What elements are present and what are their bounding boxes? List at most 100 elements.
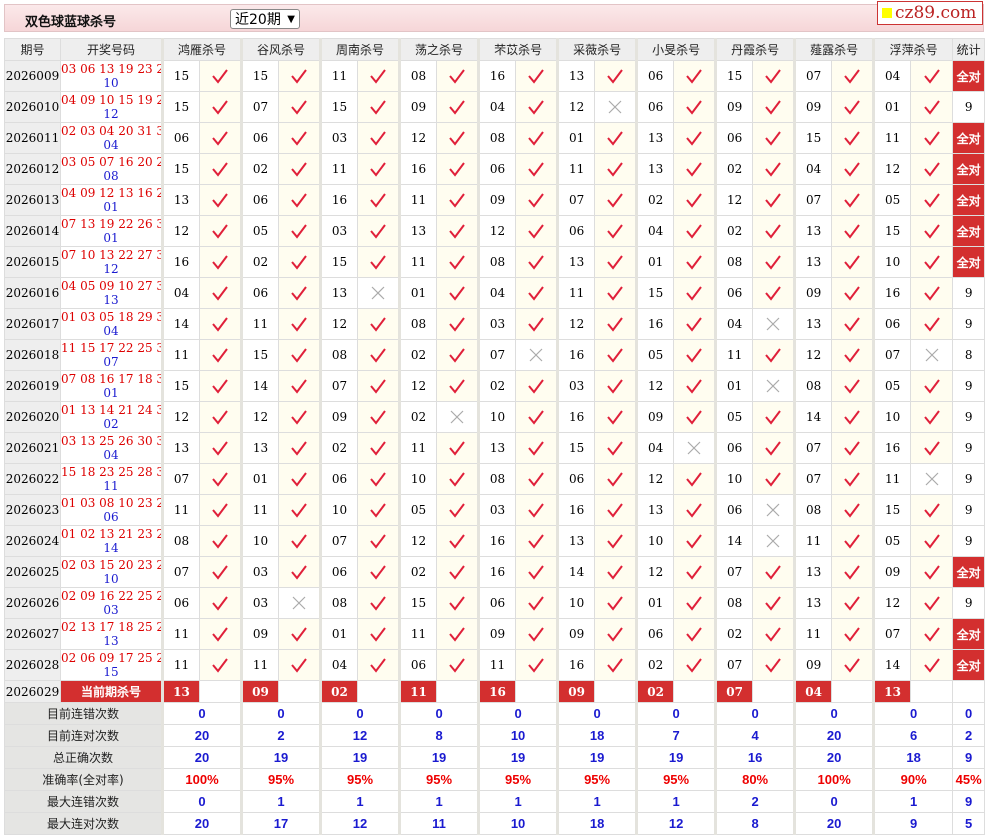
- check-icon: [515, 432, 559, 464]
- check-icon: [515, 277, 559, 309]
- kill-number: 06: [240, 122, 280, 154]
- check-icon: [673, 91, 717, 123]
- kill-number: 12: [240, 401, 280, 433]
- kill-number: 12: [556, 91, 596, 123]
- kill-number: 11: [161, 339, 200, 371]
- check-icon: [752, 556, 796, 588]
- kill-number: 11: [240, 308, 280, 340]
- check-icon: [673, 525, 717, 557]
- kill-number: 05: [635, 339, 675, 371]
- draw-numbers-cell: 07 13 19 22 26 32 +01: [60, 215, 163, 247]
- check-icon: [515, 246, 559, 278]
- empty-cell: [673, 680, 717, 703]
- draw-numbers-cell: 04 05 09 10 27 30 +13: [60, 277, 163, 309]
- check-icon: [673, 618, 717, 650]
- kill-number: 13: [556, 60, 596, 92]
- kill-number: 07: [872, 339, 912, 371]
- kill-number: 06: [556, 463, 596, 495]
- check-icon: [673, 246, 717, 278]
- stat-value: 12: [319, 724, 401, 747]
- check-icon: [594, 494, 638, 526]
- period-range-select[interactable]: 近20期 ▼: [230, 9, 300, 29]
- kill-number: 02: [398, 339, 438, 371]
- empty-cell: [594, 680, 638, 703]
- kill-number: 04: [635, 215, 675, 247]
- draw-numbers-cell: 07 10 13 22 27 31 +12: [60, 246, 163, 278]
- kill-number: 01: [635, 587, 675, 619]
- header-stat: 统计: [952, 38, 986, 61]
- kill-number: 06: [635, 91, 675, 123]
- kill-number: 15: [240, 339, 280, 371]
- check-icon: [436, 649, 480, 681]
- check-icon: [198, 401, 243, 433]
- kill-number: 11: [240, 649, 280, 681]
- kill-number: 08: [714, 246, 754, 278]
- kill-number: 11: [398, 432, 438, 464]
- check-icon: [831, 153, 875, 185]
- stat-count: 9: [952, 308, 986, 340]
- check-icon: [515, 215, 559, 247]
- kill-number: 11: [398, 184, 438, 216]
- period-cell: 2026013: [4, 184, 61, 216]
- kill-number: 12: [872, 153, 912, 185]
- kill-number: 03: [240, 587, 280, 619]
- kill-number: 07: [319, 370, 359, 402]
- stat-value: 0: [556, 702, 638, 725]
- cross-icon: [752, 370, 796, 402]
- red-balls: 01 13 14 21 24 30: [61, 403, 163, 417]
- kill-number: 02: [714, 215, 754, 247]
- kill-number: 01: [872, 91, 912, 123]
- kill-number: 03: [240, 556, 280, 588]
- check-icon: [278, 308, 322, 340]
- stat-value: 10: [477, 724, 559, 747]
- kill-number: 07: [161, 463, 200, 495]
- kill-number: 16: [556, 494, 596, 526]
- period-cell: 2026019: [4, 370, 61, 402]
- check-icon: [436, 153, 480, 185]
- kill-number: 11: [398, 246, 438, 278]
- draw-numbers-cell: 01 02 13 21 23 29 +14: [60, 525, 163, 557]
- check-icon: [910, 525, 954, 557]
- kill-number: 06: [872, 308, 912, 340]
- stat-value: 20: [160, 812, 243, 835]
- blue-ball: 11: [103, 479, 119, 493]
- stat-value: 95%: [477, 768, 559, 791]
- stat-value: 19: [398, 746, 480, 769]
- kill-number: 12: [398, 370, 438, 402]
- stat-value: 20: [160, 746, 243, 769]
- stat-count: 9: [952, 494, 986, 526]
- check-icon: [594, 401, 638, 433]
- stat-value: 1: [319, 790, 401, 813]
- all-correct-badge: 全对: [952, 618, 986, 650]
- check-icon: [673, 277, 717, 309]
- check-icon: [515, 122, 559, 154]
- check-icon: [515, 60, 559, 92]
- kill-number: 12: [161, 215, 200, 247]
- header-draw: 开奖号码: [60, 38, 163, 61]
- kill-number: 07: [714, 649, 754, 681]
- draw-numbers-cell: 04 09 12 13 16 20 +01: [60, 184, 163, 216]
- all-correct-badge: 全对: [952, 649, 986, 681]
- cross-icon: [357, 277, 401, 309]
- check-icon: [831, 494, 875, 526]
- kill-number: 16: [477, 525, 517, 557]
- site-logo[interactable]: cz89.com: [877, 1, 983, 25]
- stat-row: 准确率(全对率) 100% 95% 95% 95% 95% 95% 95% 80% 100% 90%…: [4, 768, 986, 791]
- blue-ball: 10: [103, 76, 119, 90]
- kill-number: 06: [556, 215, 596, 247]
- draw-numbers-cell: 02 09 16 22 25 29 +03: [60, 587, 163, 619]
- check-icon: [357, 339, 401, 371]
- stat-count: 9: [952, 432, 986, 464]
- period-range-value: 近20期: [235, 12, 281, 28]
- check-icon: [278, 556, 322, 588]
- check-icon: [594, 432, 638, 464]
- stat-row: 最大连错次数 0 1 1 1 1 1 1 2 0 1 9: [4, 790, 986, 813]
- kill-number: 09: [793, 277, 833, 309]
- check-icon: [910, 153, 954, 185]
- check-icon: [594, 153, 638, 185]
- kill-number: 15: [240, 60, 280, 92]
- kill-number: 09: [240, 618, 280, 650]
- check-icon: [357, 587, 401, 619]
